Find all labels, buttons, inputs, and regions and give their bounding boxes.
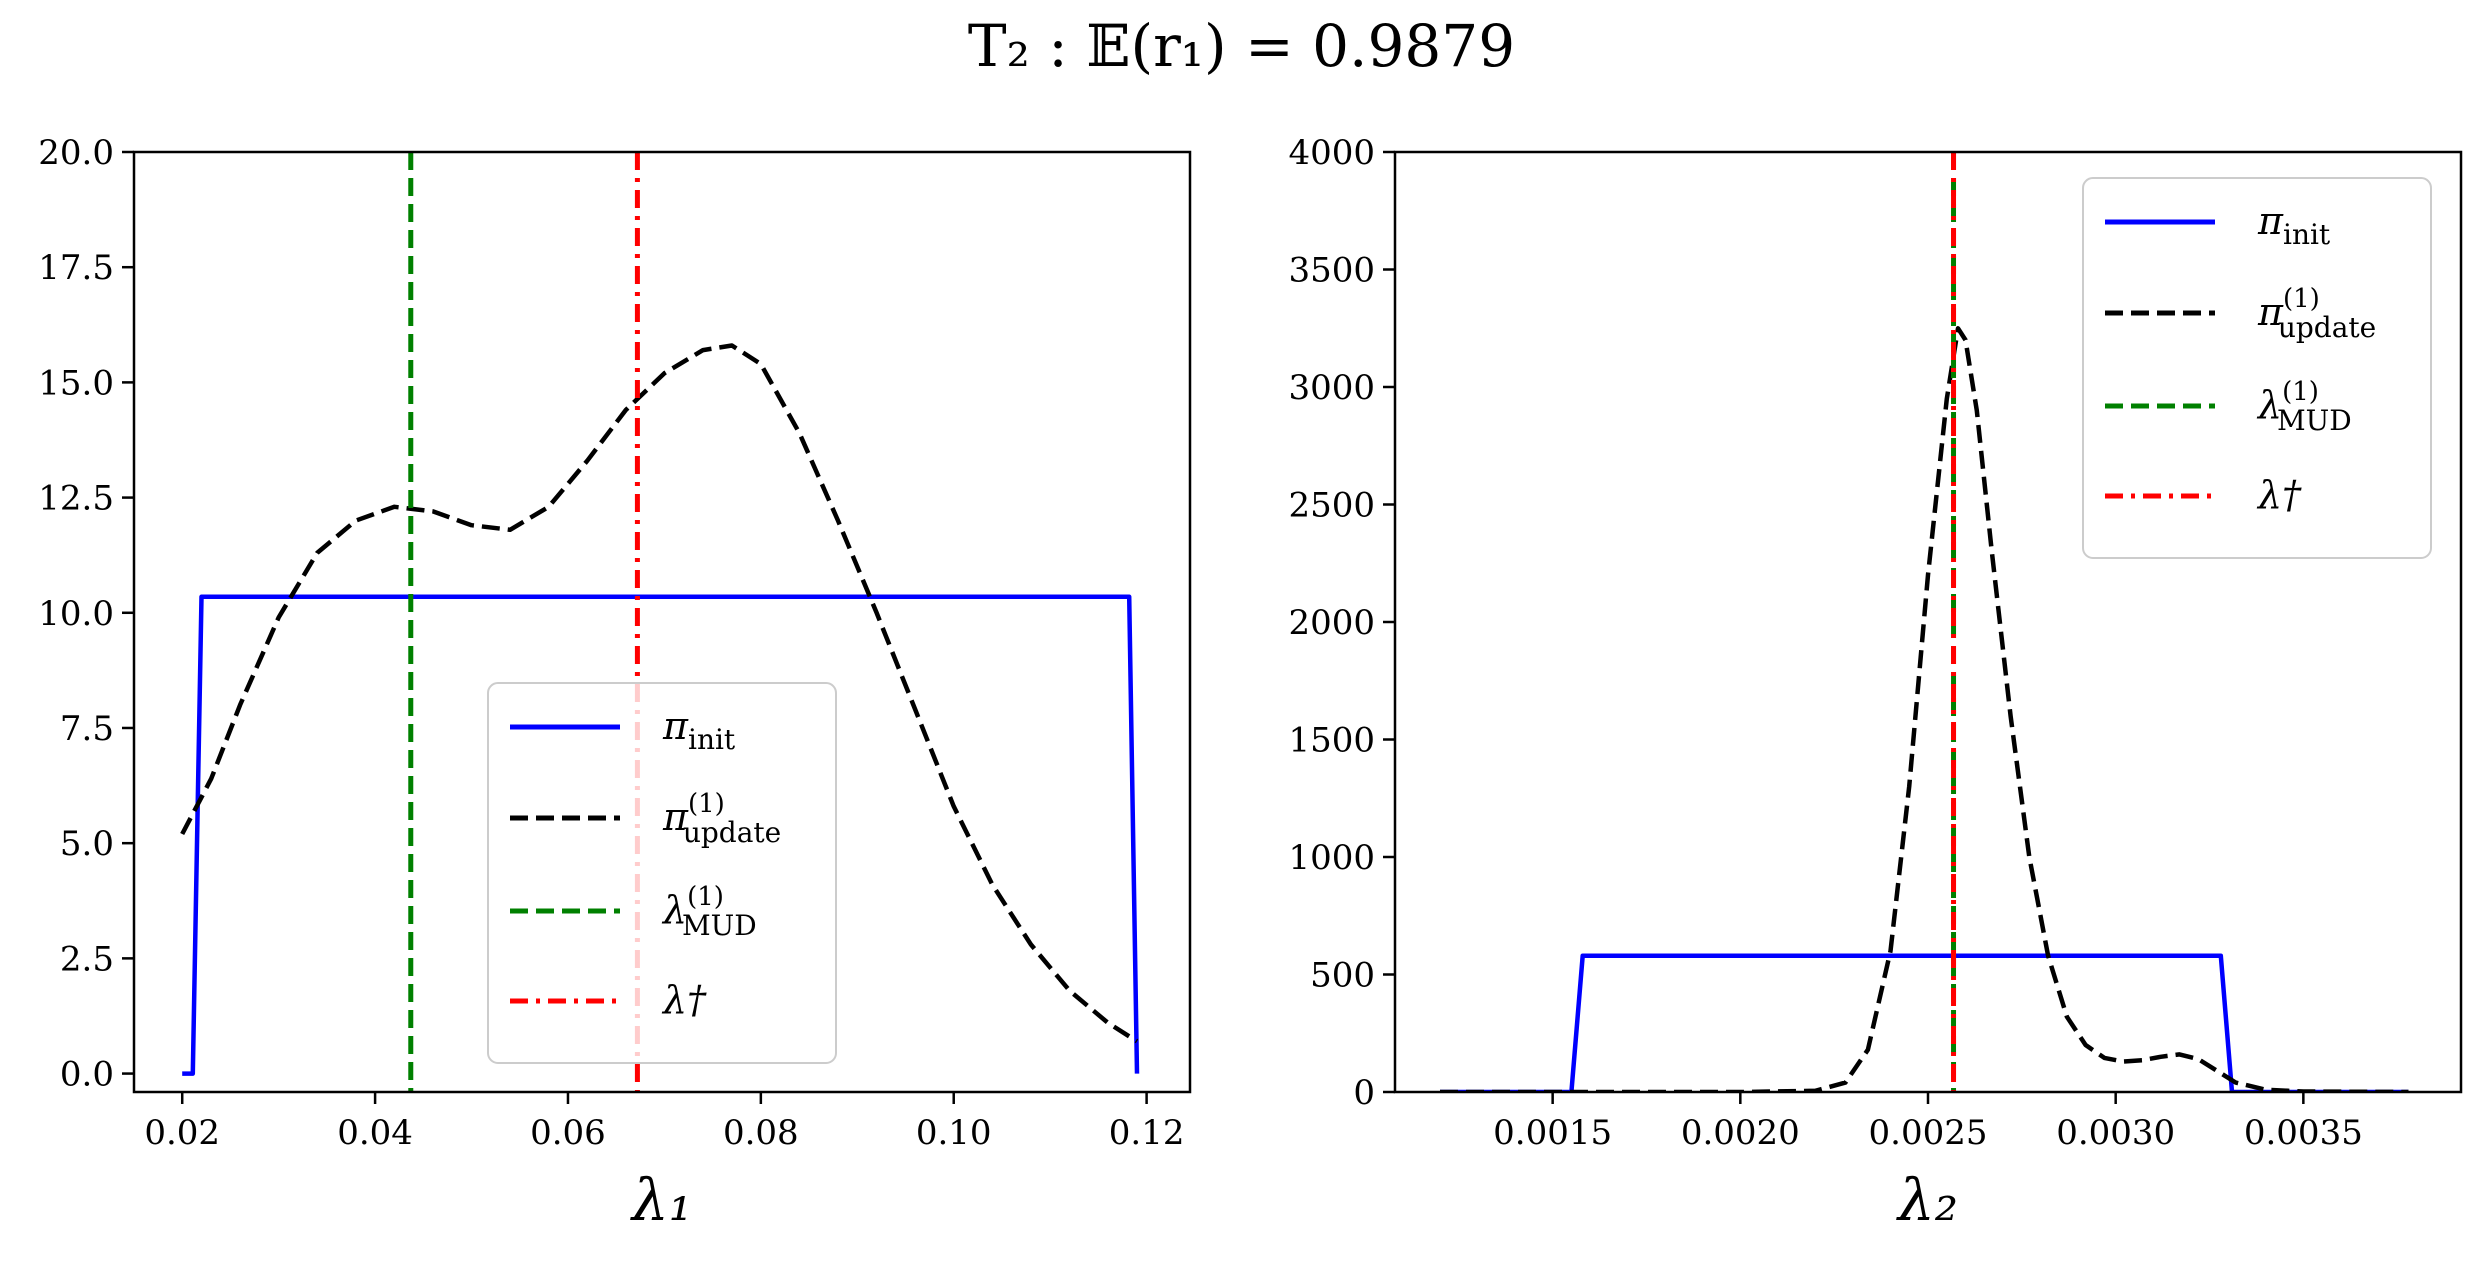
y-tick-label: 1500 bbox=[1288, 721, 1375, 761]
legend-label: πinit bbox=[662, 704, 736, 756]
legend-label: λ(1) MUD bbox=[661, 882, 757, 942]
y-tick-label: 2500 bbox=[1288, 486, 1375, 526]
legend-label: λ(1) MUD bbox=[2256, 377, 2352, 437]
legend-box bbox=[2082, 177, 2432, 559]
x-tick-label: 0.04 bbox=[337, 1113, 413, 1153]
x-tick-label: 0.10 bbox=[916, 1113, 992, 1153]
series-1-line bbox=[1440, 953, 2409, 1092]
legend-label: λ† bbox=[2256, 473, 2302, 517]
y-tick-label: 1000 bbox=[1288, 838, 1375, 878]
x-tick-label: 0.0020 bbox=[1681, 1113, 1800, 1153]
figure-title: T₂ : 𝔼(r₁) = 0.9879 bbox=[967, 12, 1516, 80]
series-1-line bbox=[182, 594, 1140, 1076]
legend: πinit π(1) update λ(1) MUD λ† bbox=[487, 682, 837, 1064]
y-tick-label: 7.5 bbox=[60, 709, 114, 749]
x-tick-label: 0.0015 bbox=[1493, 1113, 1612, 1153]
legend-label: πinit bbox=[2257, 199, 2331, 251]
y-tick-label: 17.5 bbox=[38, 248, 114, 288]
x-tick-label: 0.06 bbox=[530, 1113, 606, 1153]
x-tick-label: 0.0035 bbox=[2244, 1113, 2363, 1153]
y-tick-label: 3000 bbox=[1288, 368, 1375, 408]
y-tick-label: 20.0 bbox=[38, 133, 114, 173]
y-tick-label: 15.0 bbox=[38, 363, 114, 403]
legend-box bbox=[487, 682, 837, 1064]
y-tick-label: 0 bbox=[1353, 1073, 1375, 1113]
y-tick-label: 3500 bbox=[1288, 251, 1375, 291]
axes-frame bbox=[132, 150, 1192, 1094]
plot-area bbox=[180, 152, 1140, 1092]
y-tick-label: 2000 bbox=[1288, 603, 1375, 643]
y-tick-label: 0.0 bbox=[60, 1055, 114, 1095]
x-tick-label: 0.0025 bbox=[1869, 1113, 1988, 1153]
x-axis-label: λ₁ bbox=[630, 1166, 692, 1234]
subplot-1: 0.02 0.04 0.06 0.08 0.10 0.12 0.0 2.5 5.0 7.5 10.0… bbox=[38, 133, 1192, 1234]
x-tick-label: 0.0030 bbox=[2056, 1113, 2175, 1153]
y-tick-label: 2.5 bbox=[60, 939, 114, 979]
y-tick-label: 10.0 bbox=[38, 594, 114, 634]
legend-label: λ† bbox=[661, 978, 707, 1022]
subplot-2: 0.0015 0.0020 0.0025 0.0030 0.0035 0 500 1000 15… bbox=[1288, 133, 2463, 1234]
series-2-line bbox=[1440, 326, 2409, 1092]
y-tick-label: 500 bbox=[1310, 956, 1375, 996]
legend: πinit π(1) update λ(1) MUD λ† bbox=[2082, 177, 2432, 559]
legend-label: π(1) update bbox=[2257, 284, 2376, 344]
x-axis-label: λ₂ bbox=[1896, 1166, 1958, 1234]
x-tick-label: 0.08 bbox=[723, 1113, 799, 1153]
y-tick-label: 4000 bbox=[1288, 133, 1375, 173]
x-tick-label: 0.02 bbox=[144, 1113, 220, 1153]
series-2-line bbox=[180, 343, 1139, 1044]
y-tick-label: 12.5 bbox=[38, 479, 114, 519]
plot-area bbox=[1440, 152, 2409, 1092]
legend-label: π(1) update bbox=[662, 789, 781, 849]
x-tick-label: 0.12 bbox=[1109, 1113, 1185, 1153]
y-tick-label: 5.0 bbox=[60, 824, 114, 864]
